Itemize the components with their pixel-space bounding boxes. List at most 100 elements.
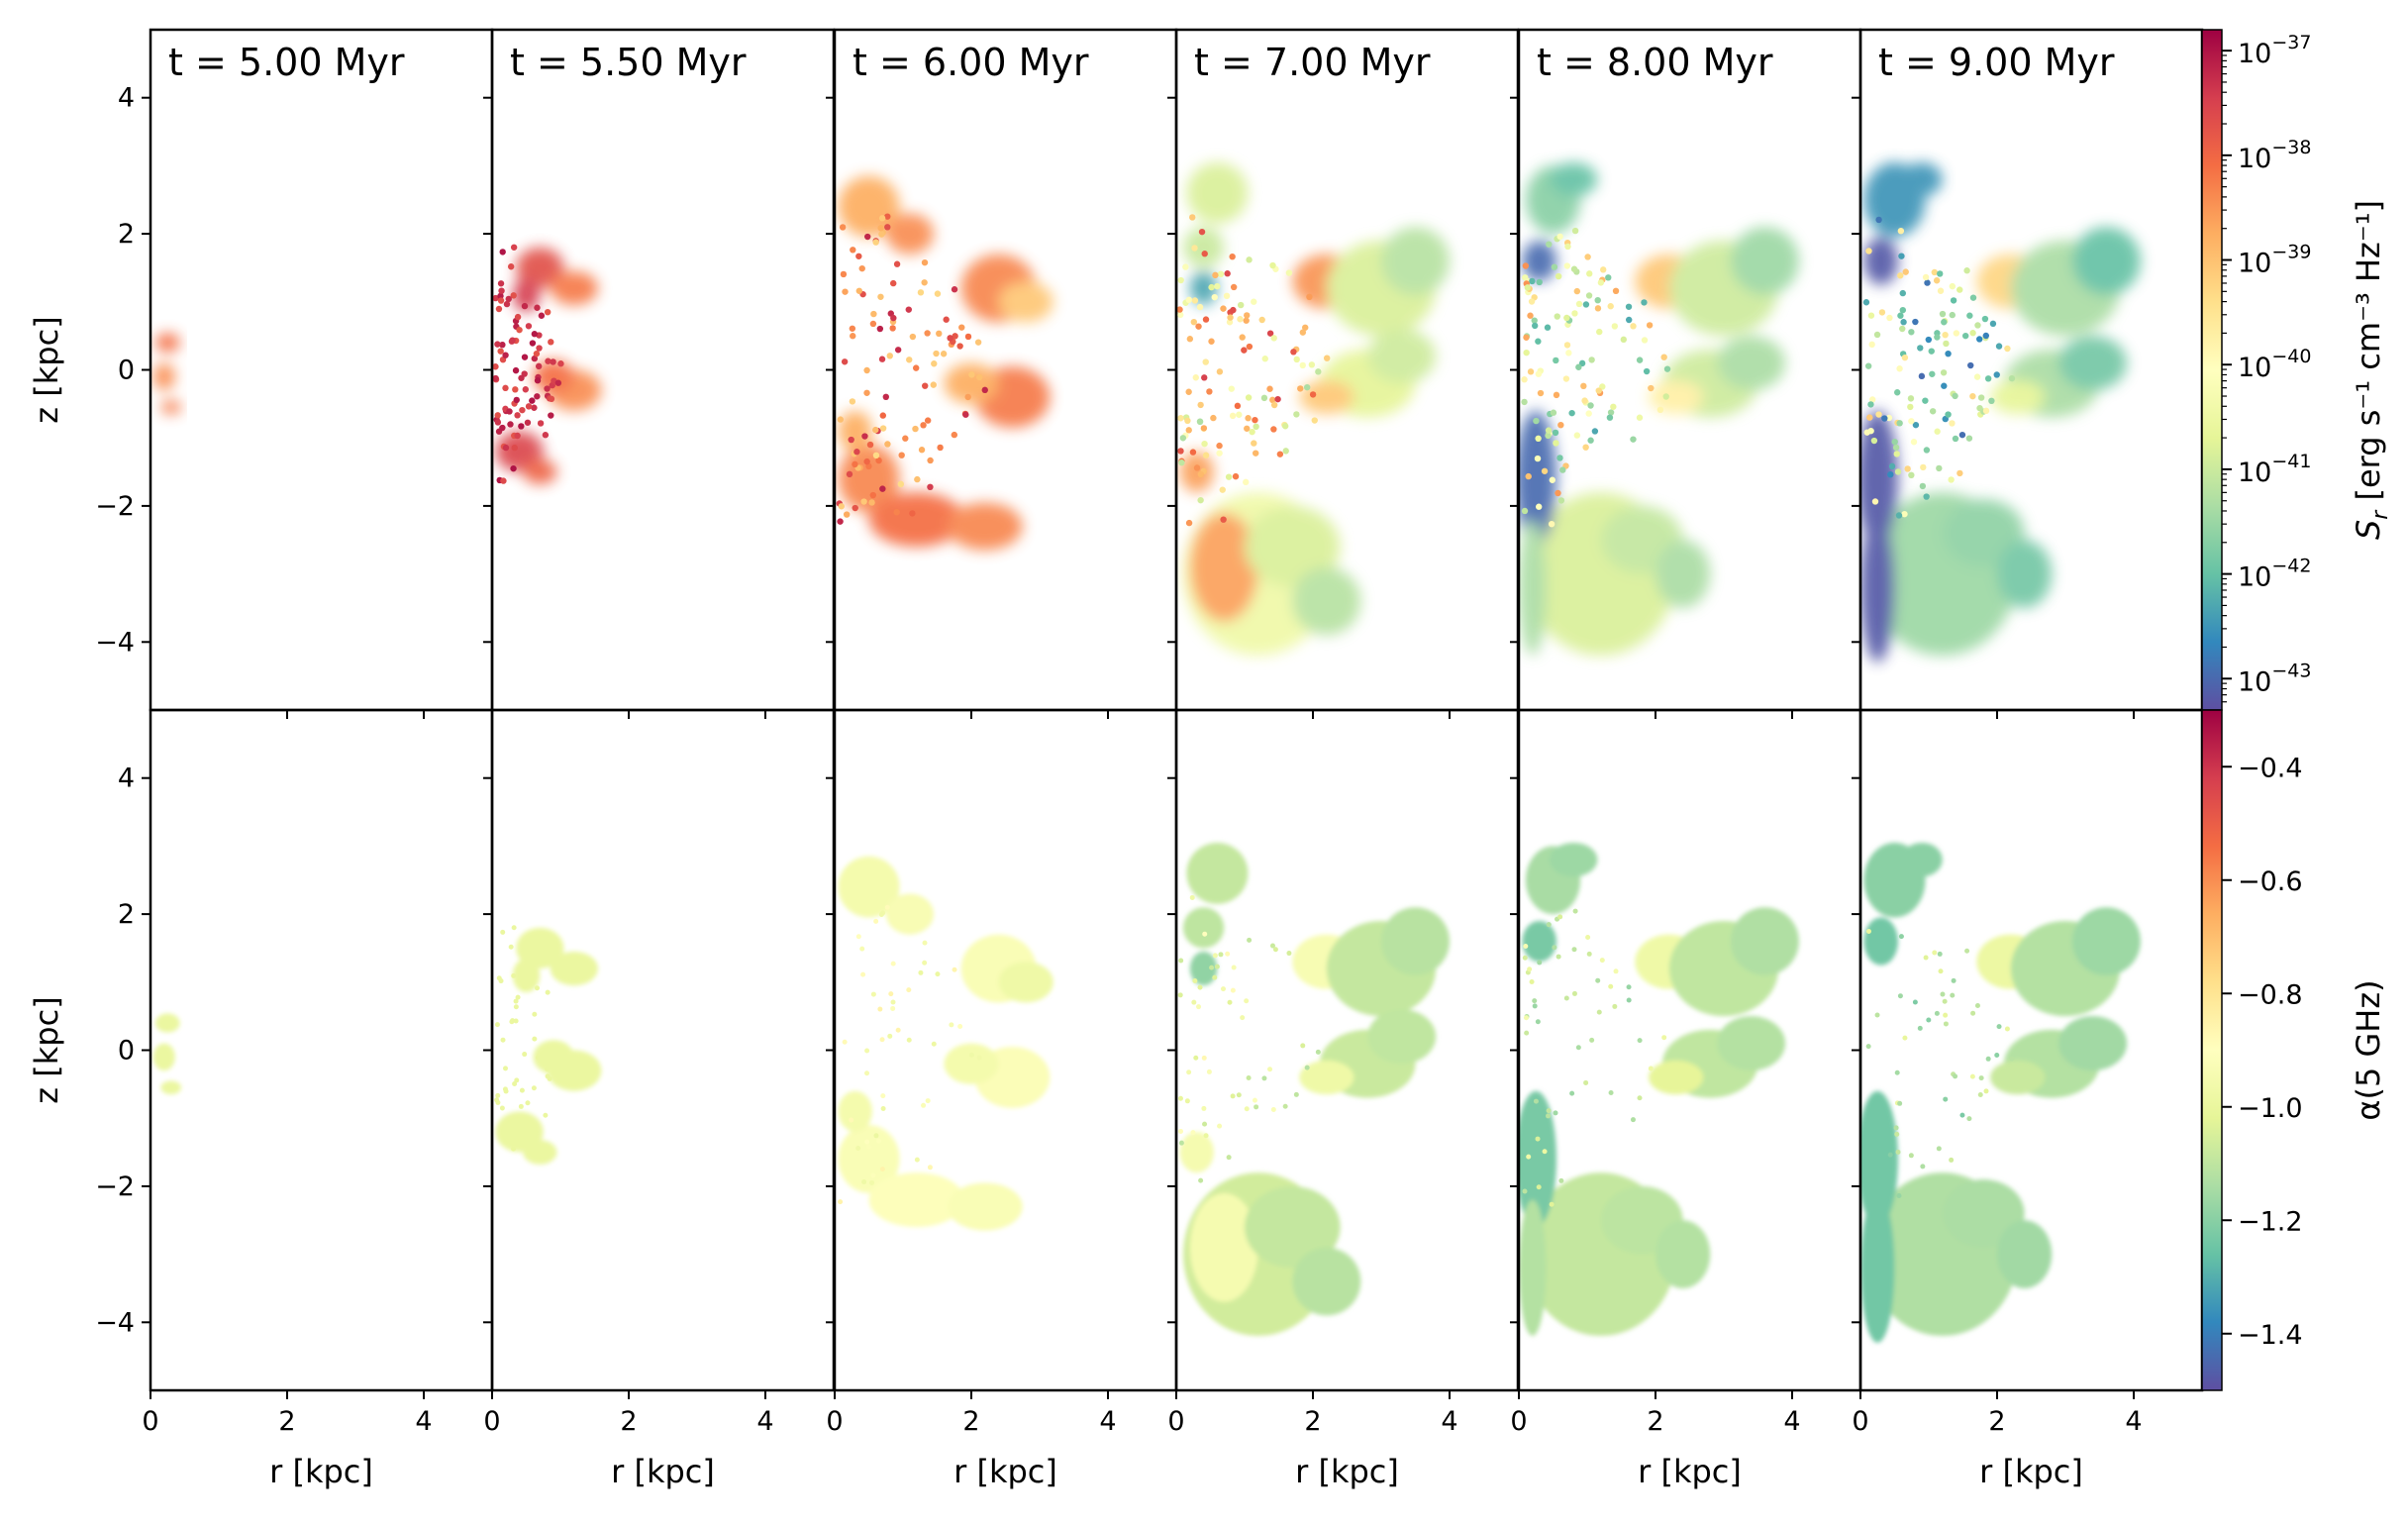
emission-dot (1548, 520, 1555, 528)
emission-dot (898, 452, 905, 458)
emission-dot (1894, 389, 1901, 396)
emission-dot (1225, 951, 1231, 957)
emission-dot (864, 1048, 870, 1054)
emission-dot (525, 403, 533, 410)
emission-blob (1245, 505, 1341, 588)
emission-dot (522, 1052, 528, 1058)
emission-dot (1988, 397, 1995, 405)
emission-dot (1630, 1117, 1636, 1123)
x-tick-label: 4 (415, 1406, 432, 1437)
emission-dot (1293, 411, 1300, 418)
emission-dot (1556, 233, 1563, 241)
emission-dot (964, 333, 972, 341)
emission-dot (1949, 420, 1956, 427)
x-tick-label: 0 (483, 1406, 500, 1437)
emission-dot (1912, 318, 1919, 326)
emission-blob (1649, 379, 1704, 415)
emission-dot (497, 280, 505, 287)
emission-dot (1932, 950, 1938, 956)
emission-blob (1901, 161, 1943, 197)
emission-dot (1246, 343, 1254, 351)
emission-blob (1299, 379, 1354, 415)
emission-dot (529, 397, 536, 404)
emission-blob (1519, 1090, 1556, 1228)
emission-dot (1201, 1105, 1207, 1111)
emission-dot (495, 1092, 501, 1098)
emission-dot (1523, 349, 1530, 356)
emission-dot (1309, 391, 1317, 398)
emission-dot (1969, 294, 1977, 301)
emission-blob (1860, 1090, 1898, 1228)
emission-dot (875, 457, 882, 464)
emission-dot (1246, 256, 1253, 263)
emission-dot (1571, 947, 1577, 953)
emission-dot (1961, 332, 1969, 340)
emission-dot (1908, 1153, 1914, 1159)
emission-dot (1582, 301, 1590, 308)
emission-dot (1252, 1097, 1257, 1103)
emission-dot (921, 1102, 927, 1108)
emission-dot (1934, 1010, 1940, 1016)
emission-dot (492, 294, 499, 302)
emission-dot (1611, 323, 1619, 330)
emission-dot (1542, 1149, 1548, 1155)
emission-blob (1292, 1247, 1361, 1316)
emission-dot (545, 1067, 551, 1072)
emission-blob (1519, 410, 1556, 548)
emission-dot (1940, 991, 1946, 997)
emission-dot (1196, 303, 1204, 311)
emission-blob (1730, 227, 1799, 295)
emission-dot (914, 475, 921, 483)
emission-dot (514, 412, 521, 419)
emission-dot (852, 504, 858, 512)
emission-blob (1189, 512, 1258, 622)
emission-dot (1565, 350, 1572, 356)
panel-title: t = 5.50 Myr (510, 41, 747, 84)
emission-dot (1871, 498, 1879, 505)
emission-dot (522, 983, 528, 989)
emission-dot (1894, 1069, 1900, 1075)
emission-dot (534, 985, 540, 991)
emission-dot (1245, 415, 1252, 422)
emission-blob (160, 400, 182, 415)
emission-dot (1637, 1095, 1643, 1101)
x-tick-label: 0 (142, 1406, 158, 1437)
emission-dot (1251, 298, 1257, 305)
emission-blob (944, 1043, 999, 1084)
emission-dot (879, 1167, 885, 1172)
emission-dot (1557, 421, 1564, 429)
emission-dot (1202, 931, 1208, 937)
panel-spectral-index-4 (1167, 708, 1520, 1399)
emission-dot (1564, 243, 1571, 251)
emission-dot (1931, 268, 1938, 276)
emission-dot (1899, 289, 1906, 297)
emission-dot (1606, 414, 1614, 421)
emission-dot (1945, 350, 1952, 357)
emission-dot (906, 356, 913, 363)
emission-dot (1952, 392, 1958, 400)
emission-dot (531, 331, 539, 338)
emission-dot (499, 424, 506, 432)
emission-dot (1541, 467, 1549, 474)
emission-dot (877, 293, 884, 300)
emission-blob (1997, 540, 2053, 608)
emission-dot (502, 1066, 508, 1071)
emission-dot (936, 330, 943, 338)
emission-dot (1556, 455, 1563, 461)
emission-dot (848, 436, 854, 444)
emission-blob (947, 502, 1023, 551)
emission-dot (1525, 472, 1532, 480)
emission-dot (849, 1117, 854, 1123)
emission-dot (545, 989, 551, 995)
emission-dot (1191, 245, 1198, 252)
emission-dot (1897, 993, 1903, 999)
emission-dot (500, 929, 506, 935)
emission-dot (927, 457, 934, 464)
emission-dot (1185, 388, 1192, 395)
emission-dot (1191, 999, 1197, 1005)
x-axis-label: r [kpc] (953, 1453, 1057, 1490)
emission-dot (1177, 1095, 1183, 1101)
emission-dot (1868, 341, 1875, 349)
emission-dot (850, 247, 856, 254)
y-tick-label: 0 (118, 1036, 135, 1067)
